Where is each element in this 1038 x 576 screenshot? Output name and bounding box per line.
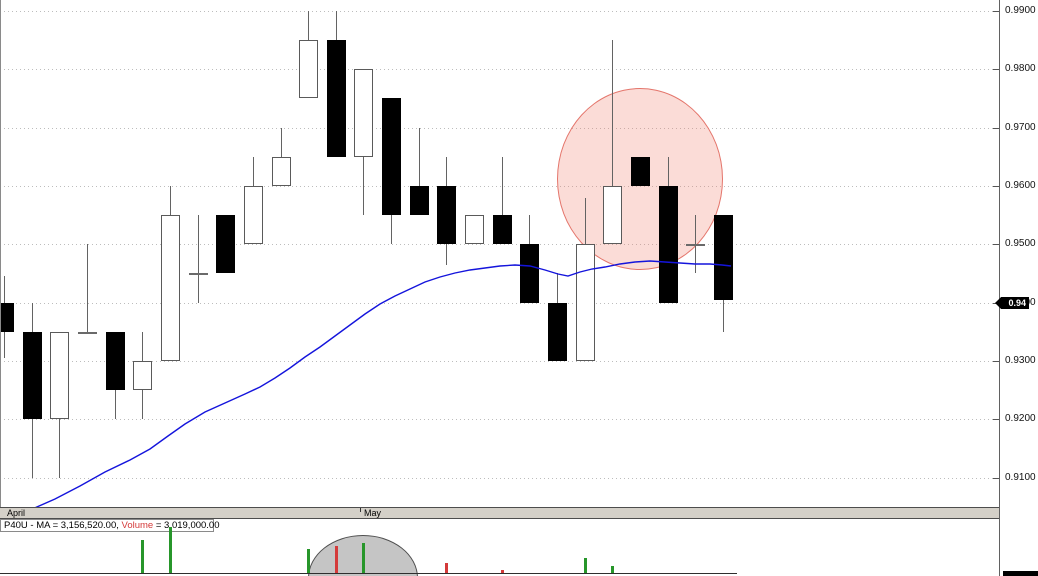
candle-body [216,215,235,273]
volume-bar [584,558,587,573]
volume-value: = 3,019,000.00 [153,520,220,531]
indicator-status-line: P40U - MA = 3,156,520.00, Volume = 3,019… [0,519,220,532]
candle-body [659,186,678,303]
volume-bar [335,546,338,573]
last-price-tag: 0.94 [995,297,1029,309]
price-axis-line [999,0,1000,576]
candle-doji-line [189,273,208,275]
volume-label: Volume [121,520,154,531]
price-axis-tick [993,186,999,187]
candle-body [272,157,291,186]
gridline [0,244,999,245]
price-axis-label: 0.9300 [1005,355,1036,366]
candle-body [714,215,733,300]
price-axis-tick [993,419,999,420]
candle-body [493,215,512,244]
price-axis-tick [993,478,999,479]
volume-value-tag-clipped [1003,571,1038,576]
gridline [0,478,999,479]
gridline [0,186,999,187]
candle-body [354,69,373,157]
candle-body [548,303,567,361]
candle-wick [198,215,199,303]
time-axis-label-may: May [364,508,382,518]
volume-bar [501,570,504,573]
candle-body [410,186,429,215]
candle-doji-line [78,332,97,334]
candle-body [0,303,14,332]
candle-body [520,244,539,303]
price-axis-label: 0.9500 [1005,238,1036,249]
price-axis-tick [993,11,999,12]
time-axis-label-april: April [7,508,26,518]
gridline [0,11,999,12]
candle-wick [612,40,613,244]
price-axis-tick [993,69,999,70]
price-axis-label: 0.9100 [1005,472,1036,483]
price-axis-label: 0.9200 [1005,413,1036,424]
candle-body [23,332,42,419]
candle-body [299,40,318,98]
gridline [0,419,999,420]
candle-body [465,215,484,244]
price-axis-tick [993,128,999,129]
volume-bar [141,540,144,573]
price-axis-label: 0.9900 [1005,5,1036,16]
candle-body [50,332,69,419]
gridline [0,303,999,304]
volume-bar [611,566,614,573]
time-axis-tick-may [360,508,361,512]
gridline [0,69,999,70]
candle-body [631,157,650,186]
volume-bar [445,563,448,573]
symbol-ma-value: P40U - MA = 3,156,520.00, [4,520,122,531]
candle-body [382,98,401,215]
price-axis-label: 0.9700 [1005,122,1036,133]
candle-doji-line [686,244,705,246]
price-axis-label: 0.9800 [1005,63,1036,74]
candle-body [161,215,180,361]
candle-body [106,332,125,390]
candle-body [576,244,595,361]
candle-body [133,361,152,390]
candle-wick [419,128,420,215]
volume-bar [362,543,365,573]
time-axis-strip[interactable] [0,507,999,519]
candle-wick [502,157,503,244]
gridline [0,128,999,129]
volume-baseline [0,573,737,574]
price-axis-label: 0.9600 [1005,180,1036,191]
price-axis-tick [993,361,999,362]
price-axis-tick [993,244,999,245]
volume-bar [307,549,310,573]
price-chart-surface[interactable] [0,0,999,507]
volume-pane-surface[interactable] [0,519,999,576]
candle-body [244,186,263,244]
chart-left-border [0,0,1,507]
candle-wick [87,244,88,332]
volume-bar [169,527,172,573]
candle-body [603,186,622,244]
candle-body [437,186,456,244]
candle-body [327,40,346,157]
